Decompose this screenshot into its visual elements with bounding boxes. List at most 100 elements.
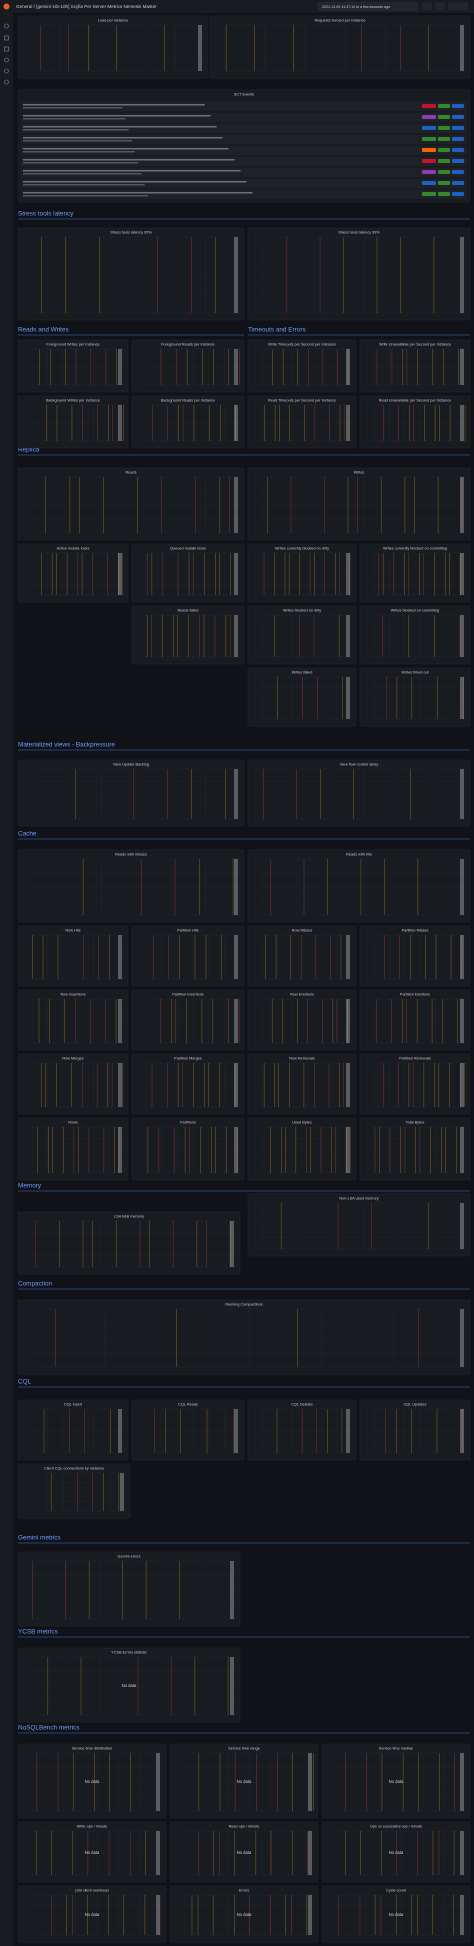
event-tag — [438, 159, 450, 163]
panel-title: Cycle count — [386, 1889, 407, 1893]
annotation-band — [234, 349, 238, 385]
panel-title: Background Reads per Instance — [161, 399, 215, 403]
panel-frame — [247, 849, 471, 923]
breadcrumb[interactable]: General / [gemini-1tb-10h] Scylla Per Se… — [16, 4, 157, 9]
event-tag — [452, 115, 464, 119]
panel-title: Writes — [354, 471, 365, 475]
panel-title: Ops vs successful ops / minute — [370, 1825, 422, 1829]
annotation-band — [308, 1753, 312, 1811]
section-header: YCSB metrics — [18, 1629, 58, 1636]
panel-title: CQL Insert — [64, 1403, 83, 1407]
panel: Row Merges — [17, 1053, 129, 1115]
annotation-band — [234, 859, 238, 915]
event-tag — [438, 137, 450, 141]
event-text-placeholder — [23, 162, 139, 164]
panel-frame — [17, 989, 129, 1051]
panel: Writes currently blocked on commitlog — [359, 543, 471, 603]
panel: Writes currently blocked on dirty — [247, 543, 357, 603]
panel-title: Requests Served per Instance — [314, 19, 365, 23]
panel-frame — [359, 1053, 471, 1115]
annotation-band — [118, 1127, 122, 1173]
panel-frame — [359, 989, 471, 1051]
panel-frame — [359, 925, 471, 987]
panel: Writes timed out — [359, 667, 471, 727]
section-header: Gemini metrics — [18, 1535, 61, 1542]
annotation-band — [460, 999, 464, 1043]
zoom-button[interactable] — [422, 2, 432, 11]
time-range[interactable]: 2021-12-09 11:37:12 to a few seconds ago — [322, 5, 390, 9]
panel-title: Load per instance — [98, 19, 128, 23]
panel: Stress tools latency 99% — [247, 227, 471, 321]
section-header: Stress tools latency — [18, 211, 74, 218]
no-data: No data — [237, 1779, 252, 1784]
settings-icon[interactable] — [4, 79, 9, 85]
panel: CQL Deletes — [247, 1399, 357, 1461]
panel: Partition Evictions — [359, 989, 471, 1051]
create-icon[interactable] — [4, 35, 9, 41]
panel-frame — [17, 925, 129, 987]
annotation-band — [118, 553, 122, 595]
annotation-band — [460, 405, 464, 441]
event-row — [21, 146, 467, 155]
event-text-placeholder — [23, 148, 229, 150]
panel: Read Unavailable per Second per Instance — [359, 395, 471, 449]
panel-frame — [131, 339, 245, 393]
panel-frame — [247, 467, 471, 541]
search-icon[interactable] — [4, 23, 9, 29]
time-picker[interactable] — [317, 2, 419, 11]
panel-frame — [131, 1117, 245, 1181]
panel-frame — [17, 1053, 129, 1115]
panel-title: Partition Insertions — [172, 993, 204, 997]
panel-frame — [359, 667, 471, 727]
no-data: No data — [85, 1912, 100, 1917]
event-tag — [438, 104, 450, 108]
panel: Writes failed — [247, 667, 357, 727]
event-row — [21, 124, 467, 133]
panel: Background Writes per Instance — [17, 395, 129, 449]
event-tag — [422, 148, 436, 152]
panel: Service time median No data — [321, 1743, 471, 1819]
panel-title: Row Removals — [289, 1057, 315, 1061]
panel-frame — [359, 1117, 471, 1181]
event-tag — [452, 170, 464, 174]
event-text-placeholder — [23, 192, 253, 194]
panel: Cycle count No data — [321, 1885, 471, 1943]
panel-frame — [247, 543, 357, 603]
section-header: Replica — [18, 447, 40, 454]
panel: Row Misses — [247, 925, 357, 987]
no-data: No data — [389, 1912, 404, 1917]
panel-frame — [17, 1117, 129, 1181]
section-header: Reads and Writes — [18, 327, 69, 334]
panel: CQL Updates — [359, 1399, 471, 1461]
panel-title: Writes blocked on commitlog — [391, 609, 439, 613]
panel-title: Service time distribution — [72, 1747, 112, 1751]
annotation-band — [234, 405, 238, 441]
panel: Partitions — [131, 1117, 245, 1181]
panel: Stress tools latency 95% — [17, 227, 245, 321]
event-tag — [422, 115, 436, 119]
panel: Foreground Writes per Instance — [17, 339, 129, 393]
panel-frame — [131, 925, 245, 987]
panel-frame — [131, 395, 245, 449]
panel: Load per instance — [17, 15, 209, 79]
dashboards-icon[interactable] — [4, 46, 9, 52]
event-text-placeholder — [23, 159, 235, 161]
event-text-placeholder — [23, 170, 241, 172]
annotation-band — [118, 405, 122, 441]
alerting-icon[interactable] — [4, 68, 9, 74]
panel-frame — [17, 849, 245, 923]
panel-title: Background Writes per Instance — [46, 399, 100, 403]
explore-icon[interactable] — [4, 57, 9, 63]
panel-title: Reads — [126, 471, 137, 475]
event-tag — [452, 181, 464, 185]
logo[interactable] — [3, 3, 10, 10]
refresh-interval[interactable] — [448, 2, 468, 11]
panel: Ops vs successful ops / minute No data — [321, 1821, 471, 1883]
panel-title: Reads failed — [177, 609, 198, 613]
panel: Read Timeouts per Second per Instance — [247, 395, 357, 449]
panel-frame — [131, 605, 245, 665]
refresh-button[interactable] — [435, 2, 445, 11]
panel: p99 client overhead No data — [17, 1885, 167, 1943]
event-row — [21, 168, 467, 177]
event-tag — [438, 115, 450, 119]
